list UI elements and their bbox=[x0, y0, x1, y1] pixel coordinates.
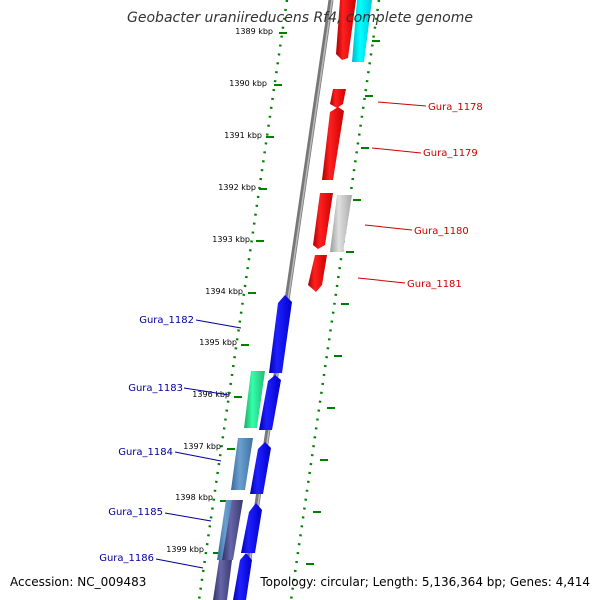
gene-feature-top-red[interactable] bbox=[336, 0, 356, 60]
gene-feature-gura-1179[interactable] bbox=[322, 107, 344, 180]
gene-feature-gura-1180[interactable] bbox=[313, 193, 333, 249]
gene-feature-gura-1183-green[interactable] bbox=[244, 371, 265, 428]
gene-label-gura-1179[interactable]: Gura_1179 bbox=[423, 148, 478, 159]
gene-feature-gura-1185[interactable] bbox=[241, 503, 262, 553]
scale-label-1399: 1399 kbp bbox=[166, 545, 204, 554]
scale-label-1393: 1393 kbp bbox=[212, 235, 250, 244]
map-title-overlay: Geobacter uraniireducens Rf4, complete g… bbox=[127, 10, 473, 26]
scale-label-1391: 1391 kbp bbox=[224, 131, 262, 140]
gene-feature-top-cyan[interactable] bbox=[352, 0, 372, 62]
gene-feature-gura-1183[interactable] bbox=[259, 375, 281, 430]
gene-label-gura-1181[interactable]: Gura_1181 bbox=[407, 279, 462, 290]
scale-label-1392: 1392 kbp bbox=[218, 183, 256, 192]
scale-dotted-line-left bbox=[197, 0, 289, 600]
gene-label-gura-1178[interactable]: Gura_1178 bbox=[428, 102, 483, 113]
scale-dotted-line-right bbox=[289, 0, 381, 600]
reverse-strand-genes bbox=[213, 295, 292, 600]
gene-label-gura-1182[interactable]: Gura_1182 bbox=[139, 315, 194, 326]
forward-strand-genes bbox=[308, 0, 372, 292]
gene-feature-gura-1186[interactable] bbox=[233, 553, 252, 600]
scale-label-1390: 1390 kbp bbox=[229, 79, 267, 88]
reverse-leader-lines bbox=[155, 319, 242, 569]
scale-ticks-right bbox=[306, 40, 380, 565]
forward-leader-lines bbox=[357, 101, 427, 284]
gene-label-gura-1183[interactable]: Gura_1183 bbox=[128, 383, 183, 394]
gene-feature-gura-1180-grey[interactable] bbox=[330, 195, 352, 252]
gene-label-gura-1186[interactable]: Gura_1186 bbox=[99, 553, 154, 564]
gene-feature-gura-1178[interactable] bbox=[330, 89, 346, 108]
scale-label-1395: 1395 kbp bbox=[199, 338, 237, 347]
accession-label: Accession: NC_009483 bbox=[10, 575, 147, 589]
scale-label-1397: 1397 kbp bbox=[183, 442, 221, 451]
gene-feature-gura-1181[interactable] bbox=[308, 255, 327, 292]
gene-label-gura-1184[interactable]: Gura_1184 bbox=[118, 447, 173, 458]
gene-label-gura-1180[interactable]: Gura_1180 bbox=[414, 226, 469, 237]
scale-label-1398: 1398 kbp bbox=[175, 493, 213, 502]
topology-label: Topology: circular; Length: 5,136,364 bp… bbox=[260, 575, 590, 589]
scale-label-1396: 1396 kbp bbox=[192, 390, 230, 399]
scale-label-1389: 1389 kbp bbox=[235, 27, 273, 36]
gene-feature-gura-1185-slate[interactable] bbox=[222, 500, 243, 560]
gene-label-gura-1185[interactable]: Gura_1185 bbox=[108, 507, 163, 518]
gene-feature-gura-1184[interactable] bbox=[250, 442, 271, 494]
scale-label-1394: 1394 kbp bbox=[205, 287, 243, 296]
gene-feature-gura-1182[interactable] bbox=[269, 295, 292, 373]
gene-feature-gura-1186-slate[interactable] bbox=[213, 560, 232, 600]
gene-feature-gura-1184-steel[interactable] bbox=[231, 438, 253, 490]
